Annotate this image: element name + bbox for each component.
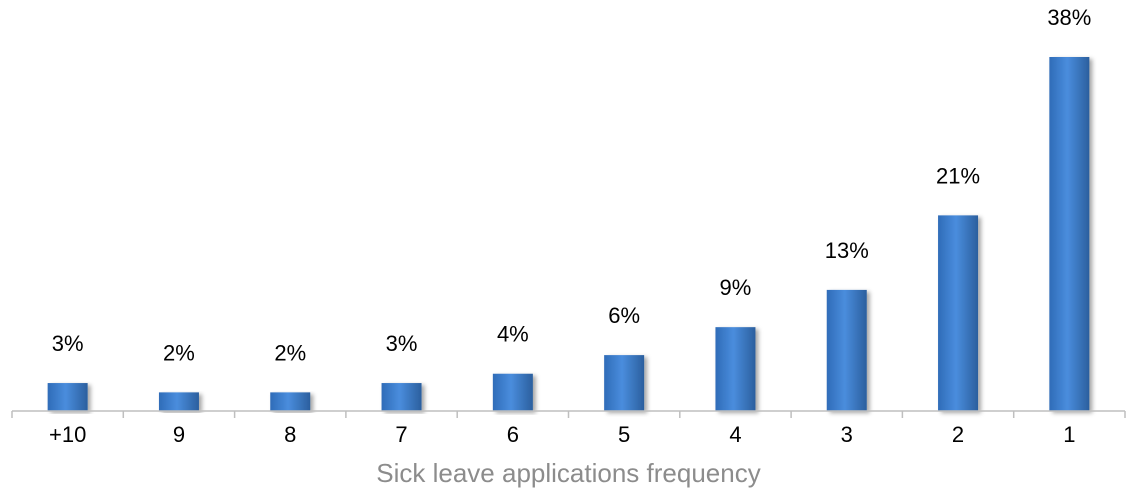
x-tick-label-8: 8 xyxy=(284,422,296,447)
bar-+10 xyxy=(47,383,88,411)
x-axis-ticks xyxy=(11,411,1126,418)
bar-2 xyxy=(938,215,979,411)
x-tick-label-9: 9 xyxy=(173,422,185,447)
bar-3 xyxy=(826,289,867,411)
x-tick-label-+10: +10 xyxy=(49,422,86,447)
x-tick-label-6: 6 xyxy=(507,422,519,447)
data-label-6: 4% xyxy=(497,322,529,347)
data-labels-group: 3% 2% 2% 3% 4% 6% 9% 13% 21% 38% xyxy=(52,5,1092,365)
bar-5 xyxy=(604,355,645,411)
data-label-8: 2% xyxy=(274,340,306,365)
data-label-4: 9% xyxy=(720,275,752,300)
x-tick-label-1: 1 xyxy=(1063,422,1075,447)
data-label-+10: 3% xyxy=(52,331,84,356)
bar-6 xyxy=(492,373,533,411)
x-tick-label-7: 7 xyxy=(395,422,407,447)
x-tick-label-2: 2 xyxy=(952,422,964,447)
bars-group xyxy=(47,57,1090,411)
data-label-2: 21% xyxy=(936,163,980,188)
bar-8 xyxy=(270,392,311,411)
bar-4 xyxy=(715,327,756,411)
bar-9 xyxy=(158,392,199,411)
data-label-7: 3% xyxy=(386,331,418,356)
data-label-5: 6% xyxy=(608,303,640,328)
data-label-1: 38% xyxy=(1047,5,1091,30)
x-tick-labels-group: +10 9 8 7 6 5 4 3 2 1 xyxy=(49,422,1075,447)
data-label-9: 2% xyxy=(163,340,195,365)
bar-7 xyxy=(381,383,422,411)
data-label-3: 13% xyxy=(825,238,869,263)
x-tick-label-4: 4 xyxy=(729,422,741,447)
x-axis-label: Sick leave applications frequency xyxy=(376,458,760,488)
x-tick-label-5: 5 xyxy=(618,422,630,447)
x-tick-label-3: 3 xyxy=(841,422,853,447)
bar-1 xyxy=(1049,57,1090,411)
